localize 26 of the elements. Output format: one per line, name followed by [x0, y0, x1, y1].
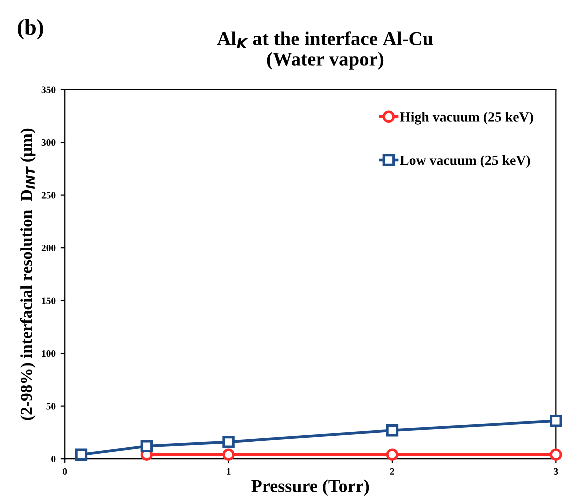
y-tick-label: 350: [42, 86, 56, 94]
point: [386, 424, 399, 437]
text: (b): [18, 20, 44, 40]
point: [222, 436, 235, 448]
chart-title: Al$_{K}$ at the interface Al-Cu (Water vapor): [217, 32, 434, 70]
point: [75, 448, 88, 461]
y-tick-label: 250: [42, 192, 56, 199]
point: [386, 448, 399, 461]
x-tick-label: 3: [554, 468, 558, 475]
y-tick-label: 150: [42, 298, 56, 304]
y-tick-label: 50: [46, 403, 56, 410]
x-axis-title: Pressure (Torr): [252, 480, 370, 496]
point: [140, 440, 154, 453]
x-tick-label: 1: [227, 468, 231, 475]
y-tick-label: 0: [52, 456, 56, 463]
y-tick-label: 100: [42, 350, 56, 358]
point: [550, 414, 562, 428]
y-axis-title: (2-98%) interfacial resolution D$_{INT}$ (µm): [20, 128, 36, 420]
y-tick-label: 200: [42, 244, 56, 252]
x-tick-label: 2: [390, 468, 394, 475]
legend-label: High vacuum (25 keV): [400, 112, 534, 125]
legend-label: Low vacuum (25 keV): [400, 155, 530, 168]
point: [550, 448, 562, 461]
x-tick-label: 0: [63, 468, 68, 475]
y-tick-label: 300: [42, 139, 56, 146]
point: [222, 448, 235, 461]
